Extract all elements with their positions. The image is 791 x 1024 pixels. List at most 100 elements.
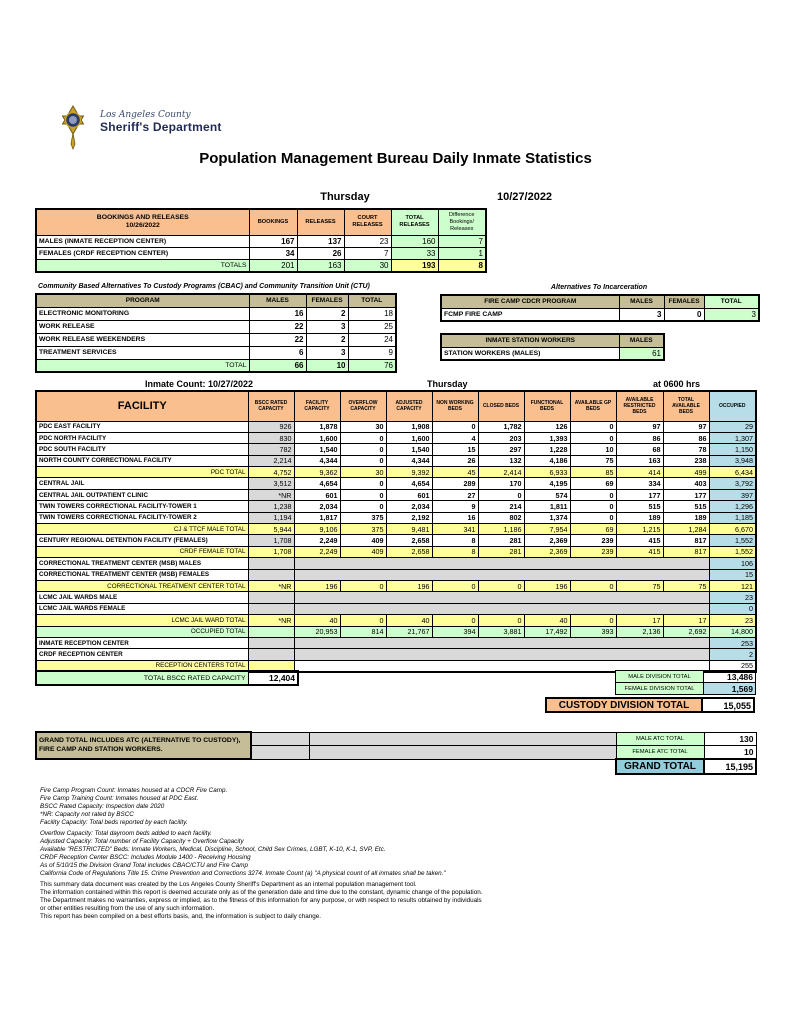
col-fire-camp-program: FIRE CAMP CDCR PROGRAM xyxy=(440,294,620,309)
program-total: 18 xyxy=(347,306,397,321)
stat-value: 802 xyxy=(477,511,525,525)
fire-camp-row: FCMP FIRE CAMP 3 0 3 xyxy=(440,307,760,322)
occupied-value: 23 xyxy=(708,591,757,604)
stat-value: 415 xyxy=(615,545,664,559)
stat-value: 97 xyxy=(662,420,710,433)
stat-value: 2,658 xyxy=(385,545,433,559)
bscc-total-row: TOTAL BSCC RATED CAPACITY 12,404 xyxy=(35,670,755,686)
stat-value: 9,106 xyxy=(293,522,341,536)
facility-label: CENTRAL JAIL xyxy=(35,477,249,490)
stat-value: 0 xyxy=(431,579,479,593)
bscc-capacity: 782 xyxy=(247,443,295,456)
facility-row: LCMC JAIL WARDS FEMALE 0 xyxy=(35,602,757,616)
program-total: 24 xyxy=(347,332,397,347)
stat-value: 214 xyxy=(477,500,525,513)
stat-value: 341 xyxy=(431,522,479,536)
fire-camp-label: FCMP FIRE CAMP xyxy=(440,307,620,322)
stat-value: 1,540 xyxy=(385,443,433,456)
difference-value: 7 xyxy=(437,234,487,248)
facility-row: LCMC JAIL WARDS MALE 23 xyxy=(35,591,757,604)
stat-value: 0 xyxy=(569,488,617,502)
facility-label: PDC SOUTH FACILITY xyxy=(35,443,249,456)
stat-value: 499 xyxy=(662,466,710,479)
facility-statistics-table: FACILITY BSCC RATED CAPACITY FACILITY CAP… xyxy=(35,390,757,673)
sheriff-star-icon xyxy=(52,104,94,155)
stat-value: 126 xyxy=(523,420,571,433)
bscc-capacity: 1,194 xyxy=(247,511,295,525)
stat-value: 409 xyxy=(339,534,387,547)
stat-value: 574 xyxy=(523,488,571,502)
fire-camp-header-row: FIRE CAMP CDCR PROGRAM MALES FEMALES TOT… xyxy=(440,294,760,309)
program-females: 2 xyxy=(305,332,349,347)
fire-camp-females: 0 xyxy=(663,307,705,322)
cbac-table: PROGRAM MALES FEMALES TOTAL ELECTRONIC M… xyxy=(35,293,397,373)
stat-value: 9,392 xyxy=(385,466,433,479)
total-row-label: LCMC JAIL WARD TOTAL xyxy=(35,614,249,627)
program-total: 9 xyxy=(347,345,397,360)
bookings-totals-row: TOTALS 201 163 30 193 8 xyxy=(35,258,487,273)
stat-value: 515 xyxy=(662,500,710,513)
footnote-line: Adjusted Capacity: Total number of Facil… xyxy=(40,838,244,845)
grand-total-row-1: GRAND TOTAL INCLUDES ATC (ALTERNATIVE TO… xyxy=(35,731,757,760)
merged-empty-cells xyxy=(293,568,710,581)
stat-value: 2,658 xyxy=(385,534,433,547)
stat-value: 0 xyxy=(569,500,617,513)
totals-court: 30 xyxy=(343,258,392,273)
stat-value: 0 xyxy=(339,431,387,445)
occupied-value: 106 xyxy=(708,557,757,570)
footnote-line: As of 5/10/15 the Division Grand Total i… xyxy=(40,862,249,869)
grand-total-section: GRAND TOTAL INCLUDES ATC (ALTERNATIVE TO… xyxy=(35,731,757,775)
stat-value: 375 xyxy=(339,511,387,525)
stat-value: 0 xyxy=(569,420,617,433)
stat-value: 0 xyxy=(477,614,525,627)
male-division-label: MALE DIVISION TOTAL xyxy=(615,670,704,683)
stat-value: 1,284 xyxy=(662,522,710,536)
facility-label: LCMC JAIL WARDS FEMALE xyxy=(35,602,249,616)
stat-value: 189 xyxy=(662,511,710,525)
male-division-value: 13,486 xyxy=(703,670,756,683)
facility-label: NORTH COUNTY CORRECTIONAL FACILITY xyxy=(35,454,249,468)
col-court-releases: COURT RELEASES xyxy=(343,208,392,236)
grand-total-row-2: FEMALE ATC TOTAL 10 xyxy=(36,745,757,760)
stat-value: 2,692 xyxy=(662,625,710,638)
col-facility: FACILITY xyxy=(35,390,249,422)
cbac-section-title: Community Based Alternatives To Custody … xyxy=(38,283,370,290)
facility-row: RECEPTION CENTERS TOTAL 255 xyxy=(35,659,757,673)
spacer-cell xyxy=(250,745,310,760)
facility-row: CENTURY REGIONAL DETENTION FACILITY (FEM… xyxy=(35,534,757,547)
facility-row: OCCUPIED TOTAL 20,953 814 21,767 394 3,881 17,… xyxy=(35,625,757,638)
stat-value: 0 xyxy=(569,579,617,593)
male-atc-label: MALE ATC TOTAL xyxy=(615,731,705,746)
bscc-capacity xyxy=(247,636,295,650)
stat-value: 189 xyxy=(615,511,664,525)
stat-value: 1,186 xyxy=(477,522,525,536)
facility-row: CENTRAL JAIL 3,512 4,654 0 4,654 289 170 4,195 6… xyxy=(35,477,757,490)
header-day: Thursday xyxy=(320,191,370,203)
stat-value: 203 xyxy=(477,431,525,445)
facility-label: PDC EAST FACILITY xyxy=(35,420,249,433)
grand-total-note: GRAND TOTAL INCLUDES ATC (ALTERNATIVE TO… xyxy=(35,731,252,760)
totals-total-releases: 193 xyxy=(390,258,439,273)
occupied-value: 3,948 xyxy=(708,454,757,468)
stat-value: 17 xyxy=(615,614,664,627)
stat-value: 4,195 xyxy=(523,477,571,490)
cbac-total-total: 76 xyxy=(347,358,397,373)
stat-value: 9,481 xyxy=(385,522,433,536)
stat-value: 409 xyxy=(339,545,387,559)
footnote-line: BSCC Rated Capacity: Inspection date 202… xyxy=(40,803,165,810)
occupied-value: 0 xyxy=(708,602,757,616)
occupied-value: 1,185 xyxy=(708,511,757,525)
col-facility-capacity: FACILITY CAPACITY xyxy=(293,390,341,422)
merged-empty-cells xyxy=(293,557,710,570)
bscc-capacity xyxy=(247,568,295,581)
inmate-count-date: Inmate Count: 10/27/2022 xyxy=(145,379,254,389)
facility-label: CRDF RECEPTION CENTER xyxy=(35,648,249,661)
footnotes-block-2: Overflow Capacity: Total dayroom beds ad… xyxy=(40,830,446,878)
program-females: 3 xyxy=(305,319,349,334)
program-females: 2 xyxy=(305,306,349,321)
male-atc-value: 130 xyxy=(703,731,757,746)
stat-value: 0 xyxy=(431,614,479,627)
stat-value: 0 xyxy=(569,511,617,525)
inmate-count-day: Thursday xyxy=(427,379,468,389)
difference-value: 1 xyxy=(437,246,487,260)
